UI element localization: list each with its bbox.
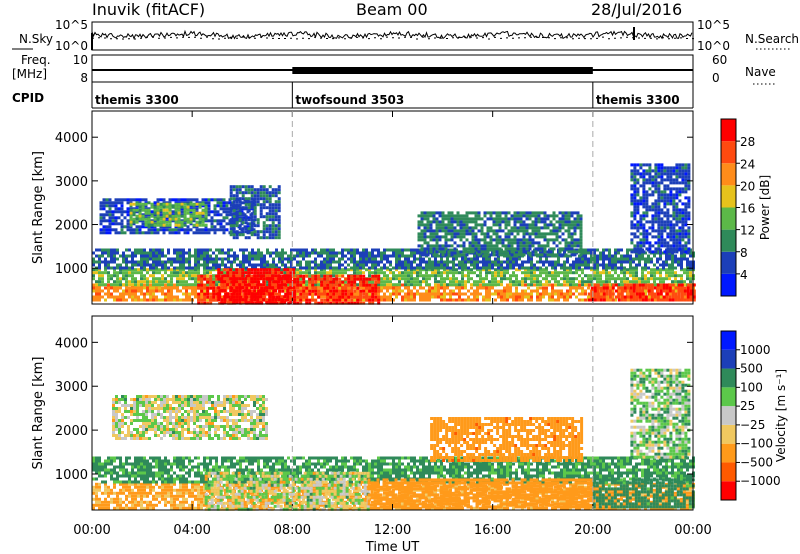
y-tick-label: 2000 — [55, 219, 88, 234]
x-tick-label: 00:00 — [73, 523, 110, 538]
velocity-colorbar-cell — [721, 368, 736, 388]
x-tick-label: 12:00 — [374, 523, 411, 538]
velocity-colorbar-cell — [721, 462, 736, 482]
velocity-colorbar-label: −500 — [740, 455, 773, 469]
power-colorbar-cell — [721, 229, 736, 252]
freq-tick-label: 10 — [73, 53, 88, 67]
nave-tick-label: 60 — [712, 53, 727, 67]
power-band-2 — [92, 248, 695, 270]
freq-label: Freq. — [21, 53, 51, 67]
x-tick-label: 20:00 — [574, 523, 611, 538]
velocity-band-5 — [112, 395, 268, 440]
y-tick-label: 1000 — [55, 262, 88, 277]
power-band-8 — [229, 185, 281, 240]
y-tick-label: 3000 — [55, 175, 88, 190]
x-tick-label: 00:00 — [674, 523, 711, 538]
velocity-colorbar-label: 25 — [740, 399, 755, 413]
velocity-band-7 — [630, 368, 691, 459]
y-axis-label: Slant Range [km] — [31, 357, 46, 470]
velocity-colorbar-label: 500 — [740, 362, 763, 376]
cpid-label: CPID — [12, 91, 44, 105]
velocity-colorbar-cell — [721, 443, 736, 463]
x-tick-label: 04:00 — [173, 523, 210, 538]
velocity-colorbar-cell — [721, 349, 736, 369]
x-axis-label: Time UT — [365, 540, 419, 554]
nave-label: Nave — [745, 65, 776, 79]
power-colorbar-label: 12 — [740, 224, 755, 238]
x-tick-label: 08:00 — [274, 523, 311, 538]
velocity-band-4 — [592, 478, 695, 509]
power-colorbar-label: 4 — [740, 268, 748, 282]
cpid-segment-label: themis 3300 — [596, 93, 680, 107]
velocity-colorbar-label: 1000 — [740, 343, 771, 357]
velocity-colorbar-title: Velocity [m s⁻¹] — [774, 369, 788, 462]
power-colorbar-label: 20 — [740, 179, 755, 193]
velocity-colorbar-label: −100 — [740, 437, 773, 451]
nsearch-trace — [92, 36, 694, 40]
velocity-band-3 — [367, 478, 596, 509]
velocity-colorbar-label: −25 — [740, 418, 765, 432]
velocity-colorbar-cell — [721, 481, 736, 500]
velocity-colorbar-cell — [721, 424, 736, 444]
power-colorbar-label: 28 — [740, 135, 755, 149]
power-colorbar-label: 8 — [740, 246, 748, 260]
cpid-segment-label: themis 3300 — [95, 93, 179, 107]
power-colorbar-cell — [721, 251, 736, 274]
nsky-tick-label: 10^5 — [55, 18, 88, 32]
power-band-5 — [587, 283, 696, 302]
nsearch-label: N.Search — [745, 32, 799, 46]
date-title: 28/Jul/2016 — [591, 0, 683, 19]
freq-tick-label: 8 — [80, 71, 88, 85]
cpid-segment-label: twofsound 3503 — [295, 93, 404, 107]
velocity-colorbar-cell — [721, 331, 736, 350]
y-tick-label: 1000 — [55, 468, 88, 483]
velocity-colorbar-cell — [721, 406, 736, 425]
velocity-colorbar-label: 100 — [740, 380, 763, 394]
power-colorbar-cell — [721, 163, 736, 186]
power-colorbar-cell — [721, 185, 736, 208]
power-band-9 — [417, 211, 583, 257]
nsearch-tick-label: 10^0 — [697, 39, 730, 53]
power-band-7 — [129, 202, 208, 227]
station-title: Inuvik (fitACF) — [92, 0, 206, 19]
power-colorbar-label: 24 — [740, 157, 755, 171]
y-tick-label: 2000 — [55, 424, 88, 439]
y-tick-label: 4000 — [55, 131, 88, 146]
power-band-10 — [630, 163, 691, 254]
power-colorbar-cell — [721, 273, 736, 296]
velocity-band-6 — [430, 417, 584, 462]
y-tick-label: 3000 — [55, 380, 88, 395]
velocity-band-1 — [92, 456, 695, 484]
power-colorbar-cell — [721, 207, 736, 230]
power-colorbar-label: 16 — [740, 202, 755, 216]
nsky-panel-frame — [91, 21, 694, 51]
power-colorbar-cell — [721, 141, 736, 164]
y-axis-label: Slant Range [km] — [31, 151, 46, 264]
freq-dual-band — [292, 67, 593, 74]
velocity-colorbar-cell — [721, 387, 736, 407]
nsky-tick-label: 10^0 — [55, 39, 88, 53]
x-tick-label: 16:00 — [474, 523, 511, 538]
nave-tick-label: 0 — [712, 71, 720, 85]
y-tick-label: 4000 — [55, 336, 88, 351]
power-band-4 — [217, 268, 296, 305]
freq-panel-frame — [91, 54, 694, 83]
beam-title: Beam 00 — [356, 0, 428, 19]
power-colorbar-cell — [721, 119, 736, 142]
velocity-colorbar-frame — [720, 330, 737, 501]
velocity-colorbar-label: −1000 — [740, 474, 781, 488]
nsky-label: N.Sky — [19, 32, 53, 46]
nsky-trace — [91, 29, 693, 40]
velocity-band-2 — [204, 471, 370, 511]
freq-unit-label: [MHz] — [12, 67, 47, 81]
power-colorbar-title: Power [dB] — [758, 175, 772, 240]
nsearch-tick-label: 10^5 — [697, 18, 730, 32]
